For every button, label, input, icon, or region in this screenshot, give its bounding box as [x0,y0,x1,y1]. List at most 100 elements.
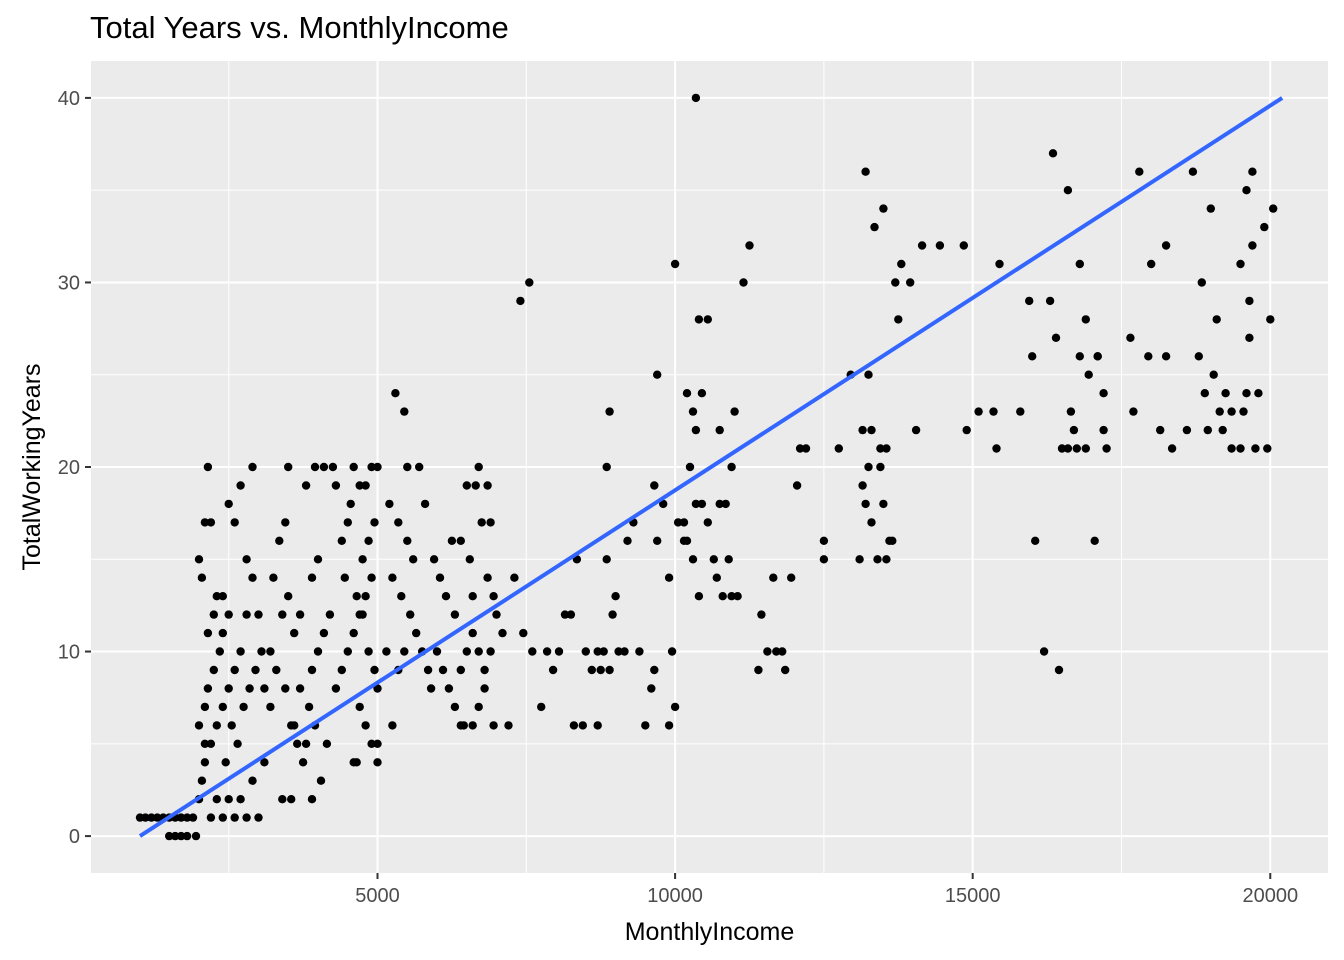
data-point [260,758,269,767]
data-point [450,610,460,619]
data-point [236,795,245,804]
data-point [325,610,335,619]
data-point [462,481,471,490]
chart-title: Total Years vs. MonthlyIncome [90,10,509,45]
data-point [194,721,204,730]
data-point [290,628,299,638]
data-point [611,592,620,601]
data-point [471,481,480,490]
data-point [1072,444,1082,453]
data-point [727,462,736,472]
data-point [647,684,656,693]
data-point [236,481,245,490]
data-point [403,536,412,545]
data-point [709,555,718,564]
data-point [221,758,230,767]
data-point [673,518,683,527]
data-point [1054,665,1064,675]
data-point [703,518,712,527]
data-point [406,610,415,619]
data-point [331,481,341,490]
data-point [415,462,424,472]
data-point [358,555,367,564]
data-point [721,499,730,509]
data-point [1048,149,1058,158]
data-point [778,647,787,656]
data-point [337,536,346,545]
data-point [605,407,614,416]
data-point [1081,315,1091,324]
data-point [409,555,418,564]
data-point [1075,352,1085,361]
data-point [730,407,739,416]
data-point [801,444,811,453]
data-point [1245,296,1254,306]
data-point [218,592,227,601]
data-point [355,702,364,712]
data-point [995,259,1004,269]
data-point [489,721,498,730]
data-point [456,536,465,545]
data-point [867,518,876,527]
data-point [1016,407,1025,416]
data-point [685,462,695,472]
data-point [1221,389,1230,398]
data-point [1161,352,1171,361]
data-point [450,702,460,712]
data-point [1263,444,1272,453]
data-point [260,684,269,693]
data-point [1203,425,1213,435]
data-point [911,425,921,435]
data-point [266,647,275,656]
data-point [287,795,296,804]
data-point [882,444,891,453]
data-point [361,592,370,601]
data-point [653,370,662,379]
data-point [528,647,537,656]
data-point [212,721,221,730]
data-point [1099,425,1108,435]
data-point [718,592,727,601]
axes: 5000 10000 15000 20000 0 10 20 30 40 [58,88,1298,907]
data-point [254,610,263,619]
data-point [992,444,1001,453]
data-point [1028,352,1037,361]
data-point [230,518,239,527]
data-point [763,647,772,656]
data-point [1182,425,1192,435]
data-point [819,555,829,564]
data-point [215,647,224,656]
data-point [212,592,221,601]
data-point [537,702,546,712]
data-point [266,702,275,712]
data-point [343,647,352,656]
data-point [278,610,287,619]
data-point [206,813,216,822]
data-point [361,721,370,730]
data-point [319,462,329,472]
data-point [635,647,644,656]
data-point [480,684,489,693]
data-point [200,702,210,712]
data-point [1031,536,1040,545]
data-point [403,462,412,472]
data-point [897,259,906,269]
data-point [962,425,971,435]
data-point [236,647,245,656]
data-point [682,389,692,398]
data-point [1239,407,1248,416]
data-point [287,721,296,730]
data-point [569,721,579,730]
data-point [227,721,236,730]
data-point [462,647,471,656]
data-point [281,518,290,527]
data-point [1266,315,1275,324]
data-point [197,776,207,785]
data-point [218,628,227,638]
data-point [882,555,891,564]
data-point [1227,444,1236,453]
data-point [653,536,662,545]
data-point [873,555,882,564]
data-point [316,776,326,785]
data-point [608,610,617,619]
